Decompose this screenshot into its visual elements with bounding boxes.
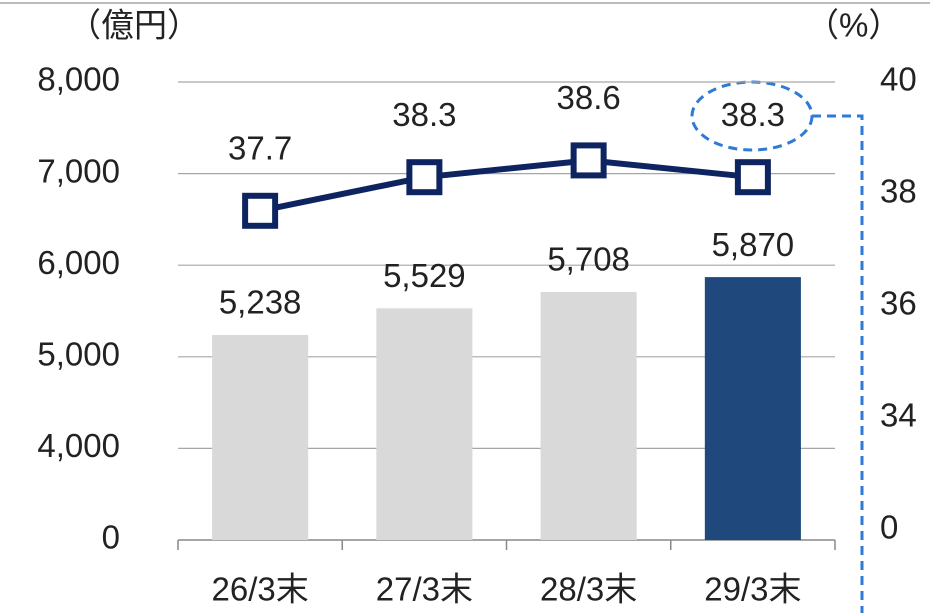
y-tick-label: 4,000 [37, 427, 120, 464]
y-tick-label: 7,000 [37, 152, 120, 189]
line-value-label: 38.3 [392, 96, 456, 133]
line-marker [734, 159, 771, 196]
x-tick-label: 27/3末 [376, 571, 473, 608]
line-value-label: 38.3 [721, 96, 785, 133]
bar [704, 277, 801, 540]
y2-tick-label: 0 [880, 509, 898, 546]
line-marker [242, 192, 279, 229]
bar [540, 291, 637, 540]
y-tick-label: 8,000 [37, 61, 120, 98]
y-tick-label: 5,000 [37, 336, 120, 373]
x-tick-label: 29/3末 [704, 571, 801, 608]
y-axis-label: （億円） [68, 7, 200, 44]
y2-tick-label: 36 [880, 285, 917, 322]
x-tick-label: 26/3末 [212, 571, 309, 608]
line-marker [406, 159, 443, 196]
bar-value-label: 5,529 [383, 257, 466, 294]
y2-axis-label: （%） [806, 7, 901, 44]
y2-tick-label: 34 [880, 397, 917, 434]
line [259, 157, 754, 214]
line-marker [570, 142, 607, 179]
highlight-connector [812, 114, 864, 613]
bar [376, 308, 473, 540]
y-tick-label: 0 [102, 519, 120, 556]
bar [212, 334, 309, 540]
line-value-label: 37.7 [228, 130, 292, 167]
y2-tick-label: 38 [880, 173, 917, 210]
bar-value-label: 5,708 [547, 241, 630, 278]
y2-tick-label: 40 [880, 61, 917, 98]
line-value-label: 38.6 [557, 79, 621, 116]
bar-value-label: 5,238 [219, 284, 302, 321]
y-tick-label: 6,000 [37, 244, 120, 281]
bar-value-label: 5,870 [712, 226, 795, 263]
x-tick-label: 28/3末 [540, 571, 637, 608]
